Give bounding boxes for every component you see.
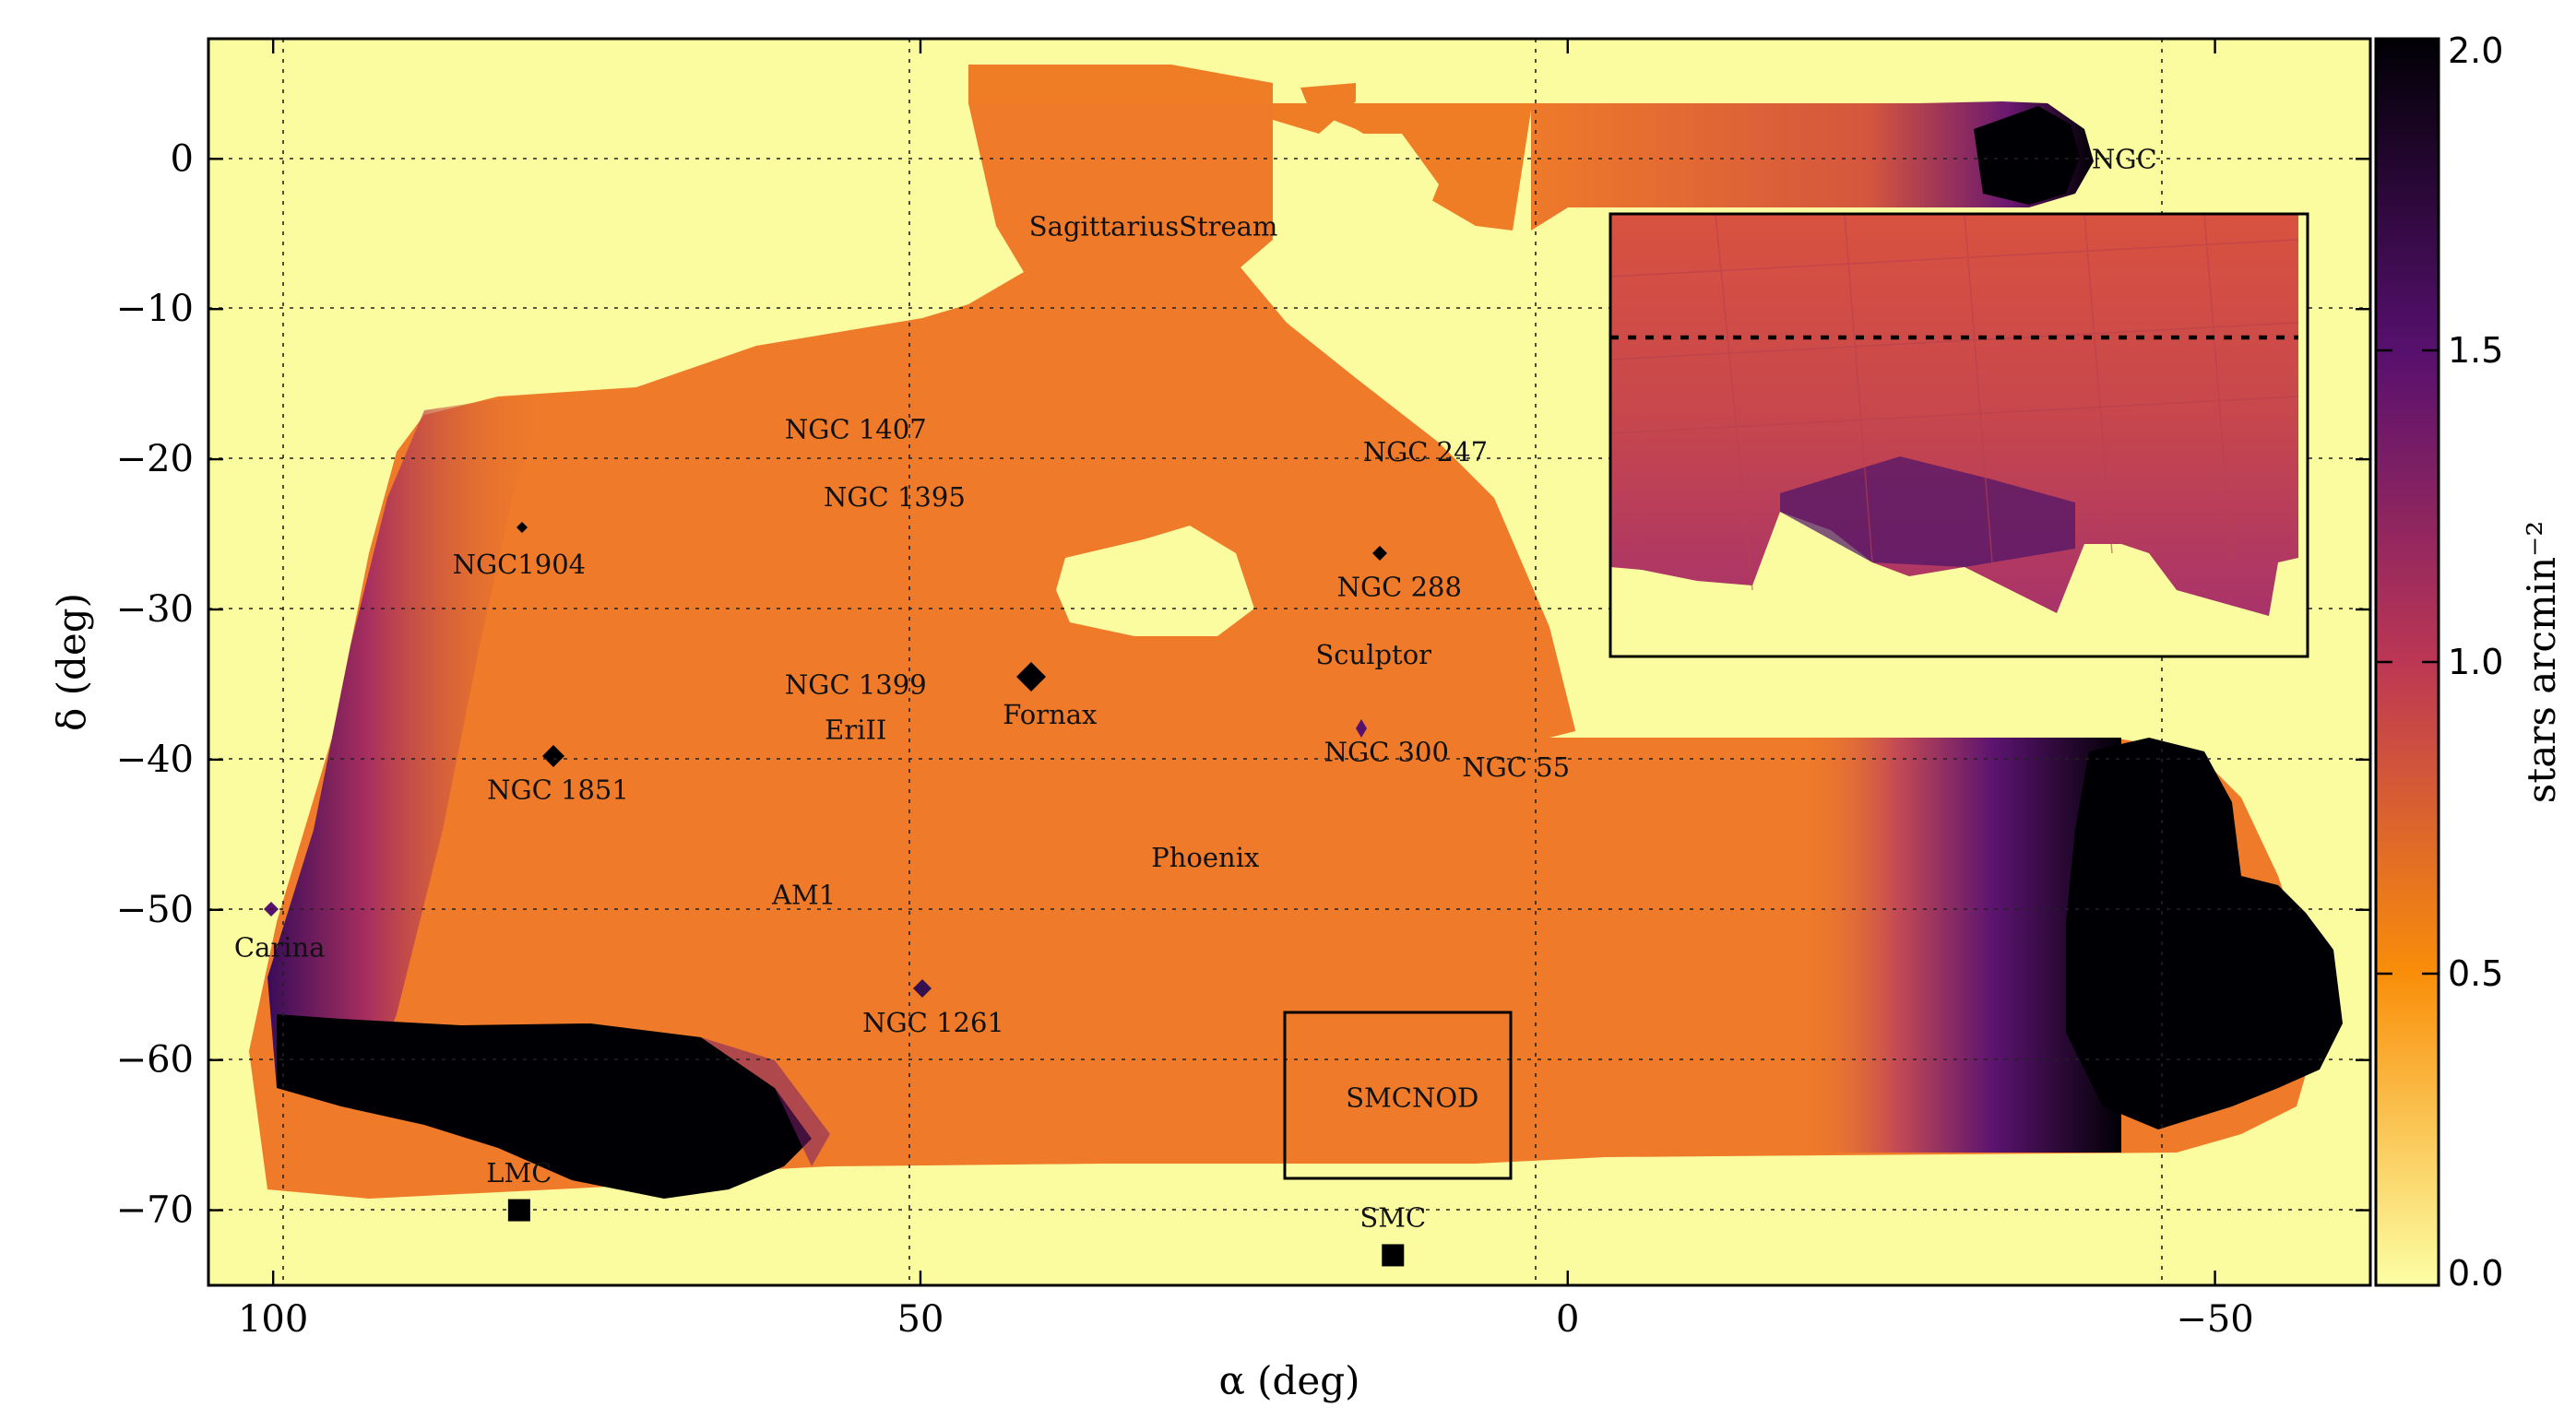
tick-marks [208, 39, 2370, 1285]
label-sculptor: Sculptor [1315, 639, 1431, 670]
label-ngc-1851: NGC 1851 [487, 774, 629, 805]
colorbar-tick-label: 0.5 [2448, 953, 2503, 994]
label-ngc-247: NGC 247 [1363, 436, 1488, 467]
y-tick-label: −60 [116, 1039, 194, 1082]
ngc1261-dot [913, 979, 932, 998]
east-edge-gradient [267, 396, 553, 1088]
y-tick-label: 0 [171, 137, 194, 180]
y-tick-label: −50 [116, 889, 194, 931]
colorbar-tick-label: 2.0 [2448, 30, 2503, 71]
label-lmc: LMC [486, 1157, 552, 1188]
label-ngc-1395: NGC 1395 [824, 481, 966, 513]
markers [507, 1199, 1405, 1267]
label-sagittariusstream: SagittariusStream [1029, 211, 1278, 242]
ngc7089-dense-region [1974, 106, 2080, 205]
label-ngc-300: NGC 300 [1324, 737, 1449, 768]
ngc300-dot [1356, 719, 1367, 738]
label-smcnod: SMCNOD [1346, 1082, 1478, 1113]
object-dots [264, 522, 1387, 998]
inset-peak [1780, 456, 2075, 567]
x-tick-labels: 100 50 0 −50 [238, 1298, 2254, 1341]
inset [1609, 212, 2309, 658]
label-ngc-1399: NGC 1399 [785, 668, 927, 700]
object-labels: NGC SagittariusStream NGC 1407 NGC 1395 NGC … [234, 143, 2157, 1233]
label-eriii: EriII [825, 714, 886, 745]
y-tick-label: −30 [116, 588, 194, 631]
stream-hole [1328, 134, 1439, 240]
y-tick-label: −20 [116, 438, 194, 480]
marker-smc [1382, 1244, 1405, 1267]
colorbar-label: stars arcmin⁻² [2519, 521, 2564, 803]
x-axis-label: α (deg) [1218, 1358, 1359, 1403]
colorbar-tick-label: 1.5 [2448, 330, 2503, 371]
ngc1851-dot [542, 745, 564, 767]
west-edge-gradient [1798, 738, 2121, 1153]
sagittarius-region [968, 65, 1531, 231]
label-ngc1904: NGC1904 [453, 549, 587, 580]
stream-east-arm [1531, 101, 2094, 231]
x-tick-label: 50 [897, 1298, 944, 1341]
x-tick-label: 0 [1556, 1298, 1579, 1341]
y-tick-label: −70 [116, 1189, 194, 1232]
label-ngc: NGC [2092, 143, 2157, 174]
label-ngc-1261: NGC 1261 [862, 1007, 1004, 1038]
label-smc: SMC [1359, 1202, 1426, 1234]
label-am1: AM1 [771, 879, 836, 910]
plot-frame [207, 37, 2372, 1287]
colorbar-tick-label: 1.0 [2448, 642, 2503, 682]
y-tick-label: −40 [116, 739, 194, 781]
lmc-halo [701, 1037, 830, 1166]
colorbar-tick-label: 0.0 [2448, 1253, 2503, 1294]
label-ngc-288: NGC 288 [1337, 572, 1462, 603]
southeast-gap [1549, 728, 1586, 738]
density-map [249, 65, 2343, 1199]
x-tick-label: −50 [2176, 1298, 2253, 1341]
colorbar-ticks: 0.0 0.5 1.0 1.5 2.0 [2376, 30, 2503, 1294]
ngc288-dot [1372, 546, 1387, 561]
y-tick-labels: 0 −10 −20 −30 −40 −50 −60 −70 [116, 137, 194, 1231]
west-dense-region [2066, 738, 2343, 1129]
zoom-box [1283, 1011, 1513, 1180]
y-tick-label: −10 [116, 288, 194, 330]
label-ngc-55: NGC 55 [1462, 751, 1570, 783]
x-tick-label: 100 [238, 1298, 308, 1341]
label-phoenix: Phoenix [1151, 842, 1259, 873]
lmc-dense-region [277, 1014, 812, 1199]
fornax-dot [1016, 662, 1046, 692]
ngc1904-dot [516, 522, 528, 533]
marker-lmc [507, 1199, 530, 1222]
y-axis-label: δ (deg) [49, 593, 94, 731]
label-fornax: Fornax [1003, 699, 1097, 730]
inset-frame [1609, 212, 2309, 658]
inset-tile-seams [1609, 213, 2299, 591]
label-ngc-1407: NGC 1407 [785, 414, 927, 445]
label-carina: Carina [234, 931, 326, 963]
